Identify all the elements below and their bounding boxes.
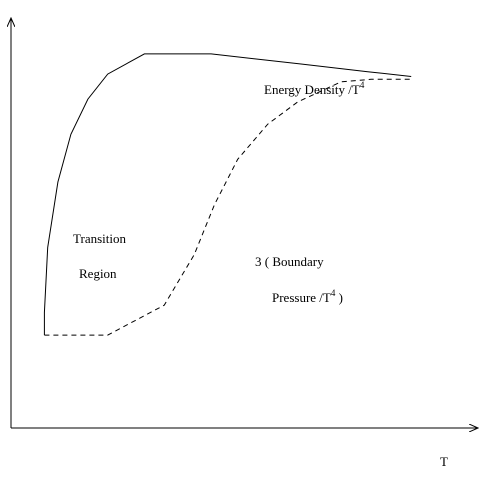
- energy-density-label-superscript: 4: [360, 80, 365, 90]
- energy-density-label-text: Energy Density /T: [264, 82, 360, 97]
- transition-region-label-line1: Transition: [73, 231, 126, 246]
- pressure-label-line1: 3 ( Boundary: [255, 254, 324, 269]
- pressure-series-line: [44, 78, 412, 336]
- energy-density-label: Energy Density /T4: [264, 80, 365, 97]
- transition-region-label-line2: Region: [79, 266, 117, 281]
- pressure-label-superscript: 4: [331, 288, 336, 298]
- pressure-label-line2: Pressure /T4 ): [272, 288, 343, 305]
- series-layer: [43, 53, 412, 336]
- pressure-label-text: Pressure /T: [272, 290, 331, 305]
- pressure-label-close: ): [335, 290, 343, 305]
- energy-density-series-line: [43, 53, 412, 336]
- x-axis-label: T: [440, 454, 448, 469]
